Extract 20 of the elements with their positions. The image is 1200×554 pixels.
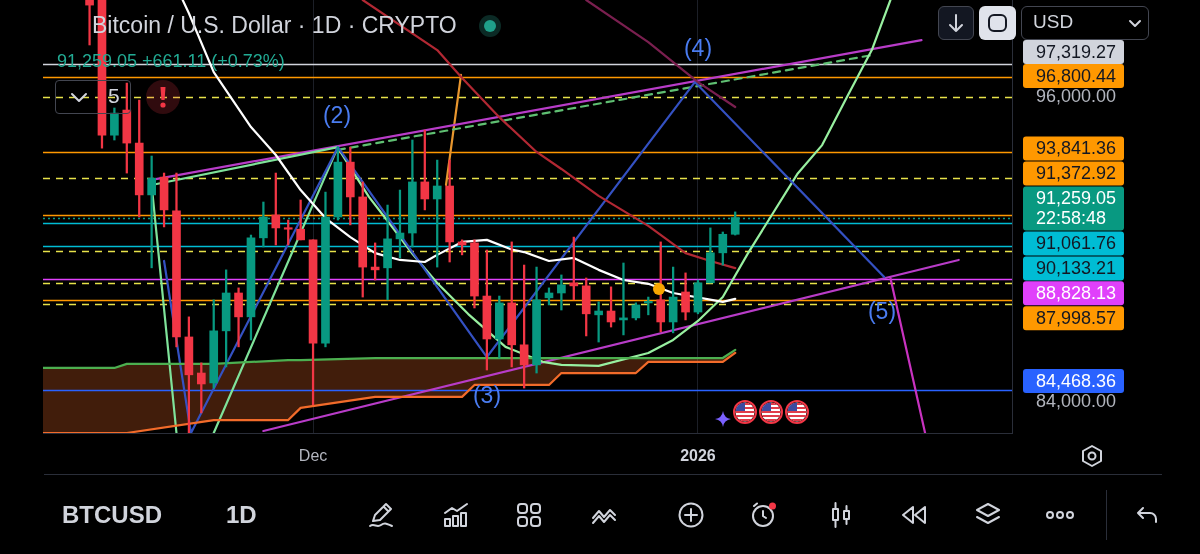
ref-line-label: 87,998.57 bbox=[1036, 308, 1117, 329]
text: 1D bbox=[226, 501, 257, 528]
annotation: (4) bbox=[682, 35, 714, 61]
ref-line-label: 88,828.13 bbox=[1036, 283, 1117, 304]
ref-line-label: 91,259.05 22:58:48 bbox=[1036, 188, 1117, 229]
ref-line-label: 96,800.44 bbox=[1036, 66, 1117, 87]
ref-line-label: 91,061.76 bbox=[1036, 233, 1117, 254]
ref-line-label: 91,372.92 bbox=[1036, 163, 1117, 184]
text: BTCUSD bbox=[62, 501, 162, 528]
y-tick-label: 96,000.00 bbox=[1036, 86, 1117, 107]
annotation: (5) bbox=[866, 298, 898, 324]
ref-line-label: 93,841.36 bbox=[1036, 138, 1117, 159]
y-tick-label: 84,000.00 bbox=[1036, 390, 1117, 411]
x-tick-label: Dec bbox=[298, 447, 328, 465]
ref-line-label: 97,319.27 bbox=[1036, 41, 1117, 62]
x-tick-label: 2026 bbox=[680, 447, 716, 465]
annotation: (2) bbox=[321, 102, 353, 128]
ref-line-label: 84,468.36 bbox=[1036, 370, 1117, 391]
ref-line-label: 90,133.21 bbox=[1036, 258, 1117, 279]
text: USD bbox=[1033, 11, 1074, 32]
